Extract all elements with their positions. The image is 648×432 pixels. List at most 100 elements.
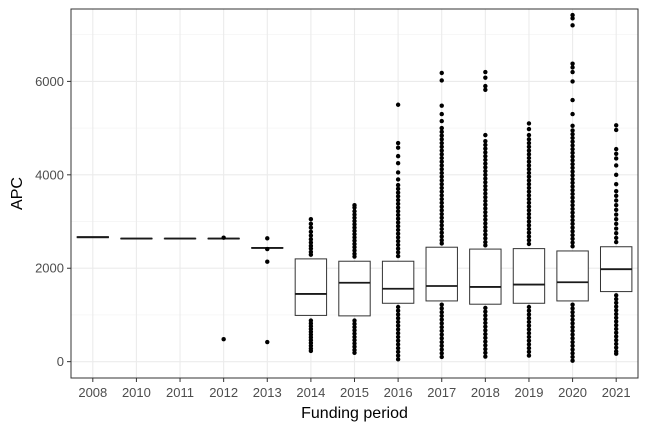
outlier-point [439, 204, 444, 209]
box-2021 [599, 123, 633, 356]
outlier-point [439, 241, 444, 246]
outlier-point [613, 296, 619, 302]
outlier-point [352, 254, 357, 259]
outlier-point [395, 308, 401, 313]
box-iqr [469, 248, 502, 305]
outlier-point [439, 230, 444, 235]
outlier-point [570, 61, 575, 66]
outlier-point [526, 345, 532, 351]
outlier-point [439, 167, 444, 172]
outlier-point [570, 169, 575, 174]
outlier-point [439, 196, 444, 202]
outlier-point [526, 121, 532, 126]
outlier-point [395, 242, 401, 248]
outlier-point [613, 181, 619, 187]
y-tick-label: 6000 [35, 74, 64, 89]
outlier-point [526, 163, 532, 168]
box-2014 [294, 216, 328, 354]
outlier-point [526, 181, 532, 187]
outlier-point [439, 70, 444, 76]
box-2016 [381, 102, 415, 362]
outlier-point [439, 133, 444, 138]
box-2013 [251, 236, 284, 345]
box-2019 [512, 121, 546, 358]
outlier-point [439, 103, 444, 108]
outlier-point [483, 176, 488, 181]
x-tick-label: 2011 [166, 385, 194, 400]
outlier-point [439, 354, 444, 360]
outlier-point [483, 132, 488, 138]
outlier-point [395, 253, 401, 259]
outlier-point [439, 155, 444, 161]
outlier-point [570, 161, 575, 167]
y-tick-label: 2000 [35, 261, 64, 276]
x-tick-label: 2014 [296, 385, 325, 400]
outlier-point [613, 315, 619, 320]
outlier-point [613, 151, 619, 156]
outlier-point [395, 357, 401, 362]
outlier-point [395, 238, 401, 244]
outlier-point [439, 336, 444, 341]
outlier-point [526, 208, 532, 213]
outlier-point [613, 202, 619, 208]
box-2017 [425, 70, 458, 360]
outlier-point [352, 350, 357, 355]
outlier-point [221, 337, 226, 342]
outlier-point [570, 210, 575, 215]
outlier-point [439, 238, 444, 243]
outlier-point [395, 205, 401, 210]
outlier-point [483, 161, 488, 166]
outlier-point [483, 320, 488, 326]
box-iqr [338, 260, 371, 317]
outlier-point [526, 137, 532, 142]
outlier-point [439, 170, 444, 176]
outlier-point [395, 342, 401, 347]
outlier-point [308, 233, 314, 238]
outlier-point [526, 226, 532, 232]
outlier-point [483, 309, 488, 314]
outlier-point [439, 219, 444, 224]
outlier-point [395, 220, 401, 225]
outlier-point [483, 305, 488, 311]
outlier-point [526, 319, 532, 325]
outlier-point [308, 237, 314, 242]
outlier-point [439, 185, 444, 191]
y-axis: 0 2000 4000 6000 [35, 74, 71, 369]
outlier-point [526, 170, 532, 176]
outlier-point [395, 160, 401, 166]
outlier-point [613, 304, 619, 309]
outlier-point [439, 309, 444, 315]
outlier-point [570, 191, 575, 197]
x-axis-title: Funding period [301, 405, 408, 422]
outlier-point [352, 248, 357, 253]
outlier-point [352, 215, 357, 220]
outlier-point [483, 228, 488, 234]
outlier-point [526, 230, 532, 235]
outlier-point [352, 235, 357, 240]
outlier-point [395, 197, 401, 203]
outlier-point [526, 316, 532, 321]
outlier-point [570, 199, 575, 204]
outlier-point [570, 69, 575, 75]
outlier-point [395, 212, 401, 218]
outlier-point [483, 187, 488, 192]
outlier-point [570, 302, 575, 307]
outlier-point [613, 235, 619, 241]
outlier-point [526, 238, 532, 243]
outlier-point [483, 83, 488, 89]
outlier-point [265, 236, 270, 241]
box-iqr [294, 258, 328, 316]
outlier-point [352, 218, 357, 224]
outlier-point [570, 128, 575, 133]
x-tick-label: 2016 [384, 385, 413, 400]
outlier-point [439, 200, 444, 206]
outlier-point [613, 311, 619, 317]
outlier-point [439, 178, 444, 183]
outlier-point [395, 201, 401, 206]
outlier-point [526, 200, 532, 206]
outlier-point [570, 150, 575, 156]
outlier-point [221, 235, 226, 240]
outlier-point [483, 328, 488, 333]
x-axis: 2008 2010 2011 2012 2013 2014 2015 2016 2017 2018… [78, 378, 631, 400]
